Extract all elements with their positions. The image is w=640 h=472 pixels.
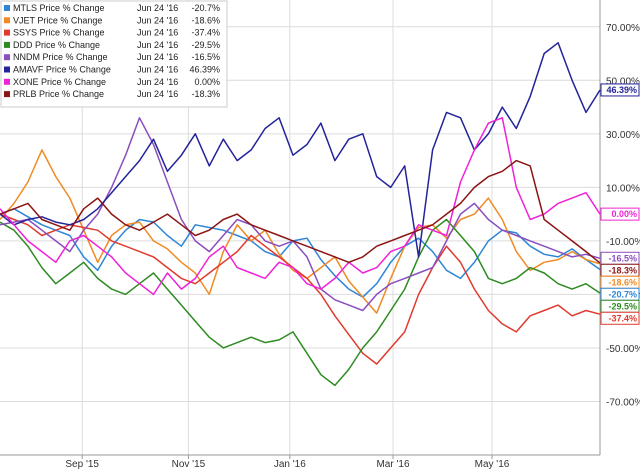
end-label-ssys: -37.4% bbox=[600, 311, 640, 325]
end-labels: 46.39% 0.00% -16.5% -18.3% -18.6% -20.7% -29.5… bbox=[600, 83, 640, 325]
series-line-xone bbox=[0, 117, 601, 296]
end-label-text: -18.6% bbox=[608, 277, 637, 287]
legend-series-name: SSYS Price % Change bbox=[13, 28, 105, 38]
legend-value: -18.6% bbox=[191, 15, 220, 25]
legend-date: Jun 24 '16 bbox=[137, 3, 178, 13]
x-tick-label: Sep '15 bbox=[65, 459, 99, 470]
series-line-nndm bbox=[0, 117, 601, 312]
legend-date: Jun 24 '16 bbox=[137, 52, 178, 62]
end-label-mtls: -20.7% bbox=[600, 287, 640, 301]
end-label-box bbox=[600, 311, 640, 325]
legend-swatch bbox=[4, 91, 10, 98]
x-axis: Sep '15 Nov '15 Jan '16 Mar '16 May '16 bbox=[65, 455, 510, 470]
legend-value: -37.4% bbox=[191, 28, 220, 38]
legend: MTLS Price % Change Jun 24 '16 -20.7% VJET … bbox=[0, 0, 228, 108]
legend-item: VJET Price % Change Jun 24 '16 -18.6% bbox=[4, 15, 220, 25]
legend-value: -16.5% bbox=[191, 52, 220, 62]
legend-item: MTLS Price % Change Jun 24 '16 -20.7% bbox=[4, 3, 220, 13]
series-line-amavf bbox=[0, 42, 601, 258]
series-line-ddd bbox=[0, 218, 601, 387]
legend-series-name: VJET Price % Change bbox=[13, 15, 102, 25]
legend-series-name: AMAVF Price % Change bbox=[13, 65, 111, 75]
end-label-box bbox=[600, 207, 640, 221]
end-label-text: -16.5% bbox=[608, 253, 637, 263]
legend-date: Jun 24 '16 bbox=[137, 65, 178, 75]
series-line-ssys bbox=[0, 213, 601, 365]
legend-date: Jun 24 '16 bbox=[137, 89, 178, 99]
end-label-text: -20.7% bbox=[608, 289, 637, 299]
legend-series-name: PRLB Price % Change bbox=[13, 89, 104, 99]
series-line-mtls bbox=[0, 208, 601, 298]
end-label-nndm: -16.5% bbox=[600, 251, 640, 265]
y-tick-label: 30.00% bbox=[606, 130, 640, 141]
legend-swatch bbox=[4, 5, 10, 11]
end-label-amavf: 46.39% bbox=[600, 83, 640, 97]
y-tick-label: -50.00% bbox=[606, 344, 640, 355]
legend-item: SSYS Price % Change Jun 24 '16 -37.4% bbox=[4, 28, 220, 38]
series-lines bbox=[0, 42, 601, 387]
end-label-text: 46.39% bbox=[606, 85, 637, 95]
end-label-text: -29.5% bbox=[608, 301, 637, 311]
legend-item: NNDM Price % Change Jun 24 '16 -16.5% bbox=[4, 52, 220, 62]
end-label-ddd: -29.5% bbox=[600, 299, 640, 313]
legend-box bbox=[0, 0, 228, 108]
legend-value: 0.00% bbox=[194, 77, 220, 87]
end-label-text: -37.4% bbox=[608, 313, 637, 323]
x-tick-label: Mar '16 bbox=[376, 459, 409, 470]
legend-value: -18.3% bbox=[191, 89, 220, 99]
legend-swatch bbox=[4, 29, 10, 36]
legend-item: XONE Price % Change Jun 24 '16 0.00% bbox=[4, 77, 220, 87]
legend-series-name: DDD Price % Change bbox=[13, 40, 100, 50]
x-tick-label: Nov '15 bbox=[172, 459, 206, 470]
end-label-box bbox=[600, 83, 640, 97]
series-line-prlb bbox=[0, 159, 601, 264]
y-tick-label: -70.00% bbox=[606, 397, 640, 408]
legend-item: AMAVF Price % Change Jun 24 '16 46.39% bbox=[4, 65, 220, 75]
end-label-text: -18.3% bbox=[608, 265, 637, 275]
legend-swatch bbox=[4, 17, 10, 24]
legend-series-name: MTLS Price % Change bbox=[13, 3, 105, 13]
legend-date: Jun 24 '16 bbox=[137, 40, 178, 50]
end-label-text: 0.00% bbox=[611, 209, 637, 219]
y-tick-label: 10.00% bbox=[606, 183, 640, 194]
end-label-prlb: -18.3% bbox=[600, 263, 640, 277]
legend-item: PRLB Price % Change Jun 24 '16 -18.3% bbox=[4, 89, 220, 99]
legend-item: DDD Price % Change Jun 24 '16 -29.5% bbox=[4, 40, 220, 50]
legend-swatch bbox=[4, 66, 10, 73]
legend-series-name: NNDM Price % Change bbox=[13, 52, 108, 62]
y-tick-label: -10.00% bbox=[606, 237, 640, 248]
legend-date: Jun 24 '16 bbox=[137, 28, 178, 38]
legend-swatch bbox=[4, 54, 10, 61]
y-tick-label: 50.00% bbox=[606, 76, 640, 87]
axis-frame bbox=[0, 0, 601, 456]
legend-value: 46.39% bbox=[189, 65, 220, 75]
legend-value: -20.7% bbox=[191, 3, 220, 13]
legend-date: Jun 24 '16 bbox=[137, 15, 178, 25]
x-tick-label: May '16 bbox=[475, 459, 510, 470]
legend-value: -29.5% bbox=[191, 40, 220, 50]
x-tick-label: Jan '16 bbox=[274, 459, 306, 470]
legend-series-name: XONE Price % Change bbox=[13, 77, 106, 87]
series-line-vjet bbox=[0, 149, 601, 314]
legend-date: Jun 24 '16 bbox=[137, 77, 178, 87]
y-tick-label: 70.00% bbox=[606, 23, 640, 34]
end-label-vjet: -18.6% bbox=[600, 275, 640, 289]
end-label-xone: 0.00% bbox=[600, 207, 640, 221]
legend-swatch bbox=[4, 41, 10, 48]
legend-swatch bbox=[4, 78, 10, 85]
